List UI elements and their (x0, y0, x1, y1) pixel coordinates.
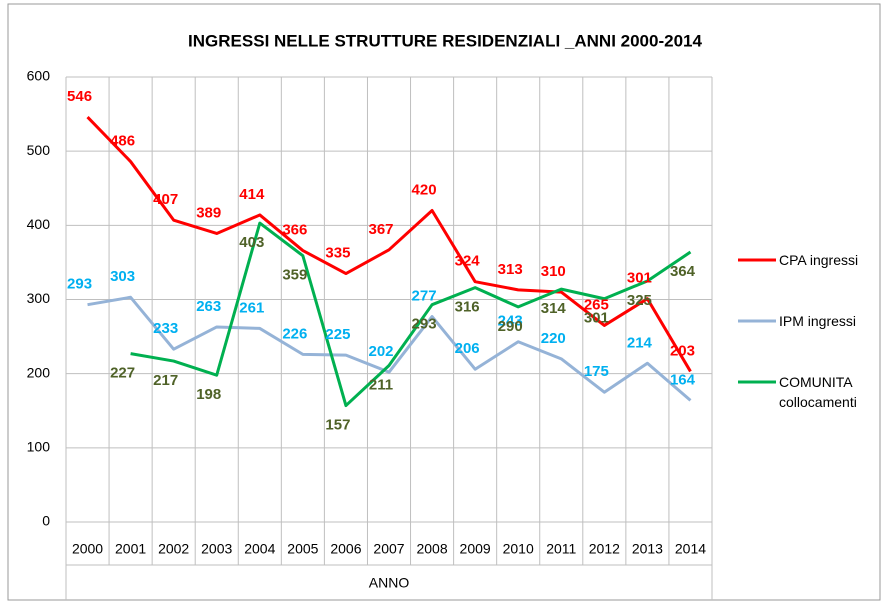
y-tick-label: 600 (27, 68, 51, 84)
data-label: 233 (153, 320, 178, 337)
data-label: 261 (239, 299, 264, 316)
data-label: 157 (325, 417, 350, 434)
y-tick-label: 0 (42, 513, 50, 529)
data-label: 227 (110, 365, 135, 382)
data-label: 359 (282, 267, 307, 284)
data-label: 265 (584, 296, 609, 313)
data-label: 225 (325, 326, 350, 343)
legend-item: IPM ingressi (779, 313, 857, 329)
data-label: 335 (325, 245, 350, 262)
chart-title: INGRESSI NELLE STRUTTURE RESIDENZIALI _A… (188, 31, 702, 50)
y-tick-label: 300 (27, 290, 51, 306)
data-label: 367 (368, 221, 393, 238)
data-label: 164 (670, 371, 696, 388)
legend-label: COMUNITA collocamenti (779, 374, 857, 410)
data-label: 486 (110, 133, 135, 150)
legend-item: COMUNITA collocamenti (779, 374, 857, 410)
x-tick-label: 2000 (72, 541, 103, 557)
data-label: 414 (239, 186, 265, 203)
data-label: 364 (670, 263, 696, 280)
legend-item: CPA ingressi (779, 252, 859, 268)
data-label: 313 (498, 261, 523, 278)
data-label: 403 (239, 234, 264, 251)
data-label: 214 (627, 334, 653, 351)
data-label: 293 (67, 276, 92, 293)
x-tick-label: 2011 (546, 541, 576, 557)
data-label: 217 (153, 372, 178, 389)
data-label: 175 (584, 363, 609, 380)
data-label: 324 (455, 253, 481, 270)
legend-label: CPA ingressi (779, 252, 859, 268)
x-tick-label: 2005 (287, 541, 318, 557)
data-label: 211 (369, 376, 393, 393)
data-label: 314 (541, 300, 567, 317)
data-label: 202 (368, 343, 393, 360)
y-tick-label: 100 (27, 439, 51, 455)
chart-frame (7, 3, 881, 601)
data-label: 546 (67, 88, 92, 105)
data-label: 198 (196, 386, 221, 403)
data-label: 407 (153, 191, 178, 208)
series-line (130, 221, 692, 408)
data-label: 277 (412, 288, 437, 305)
x-tick-label: 2010 (503, 541, 534, 557)
x-tick-label: 2007 (373, 541, 404, 557)
x-tick-label: 2001 (115, 541, 146, 557)
x-tick-label: 2002 (158, 541, 189, 557)
data-label: 325 (627, 292, 652, 309)
data-label: 303 (110, 268, 135, 285)
x-tick-label: 2014 (675, 541, 706, 557)
data-label: 290 (498, 318, 523, 335)
data-label: 263 (196, 298, 221, 315)
data-label: 293 (412, 316, 437, 333)
x-tick-label: 2006 (330, 541, 361, 557)
y-tick-label: 400 (27, 216, 51, 232)
data-label: 226 (282, 325, 307, 342)
x-tick-label: 2012 (589, 541, 620, 557)
y-tick-label: 500 (27, 142, 51, 158)
data-label: 206 (455, 340, 480, 357)
x-tick-label: 2003 (201, 541, 232, 557)
data-label: 220 (541, 330, 566, 347)
x-tick-label: 2009 (460, 541, 491, 557)
data-label: 203 (670, 342, 695, 359)
data-label: 243 (498, 313, 523, 330)
x-axis-label: ANNO (369, 575, 410, 591)
y-tick-label: 200 (27, 364, 51, 380)
data-label: 301 (584, 310, 609, 327)
x-tick-label: 2004 (244, 541, 275, 557)
data-label: 420 (412, 181, 437, 198)
legend-label: IPM ingressi (779, 313, 857, 329)
data-label: 310 (541, 263, 566, 280)
series-line (86, 116, 692, 373)
series-line (87, 295, 692, 402)
x-tick-label: 2013 (632, 541, 663, 557)
data-label: 389 (196, 204, 221, 221)
data-label: 366 (282, 222, 307, 239)
x-tick-label: 2008 (416, 541, 447, 557)
data-label: 316 (455, 299, 480, 316)
data-label: 301 (627, 270, 652, 287)
